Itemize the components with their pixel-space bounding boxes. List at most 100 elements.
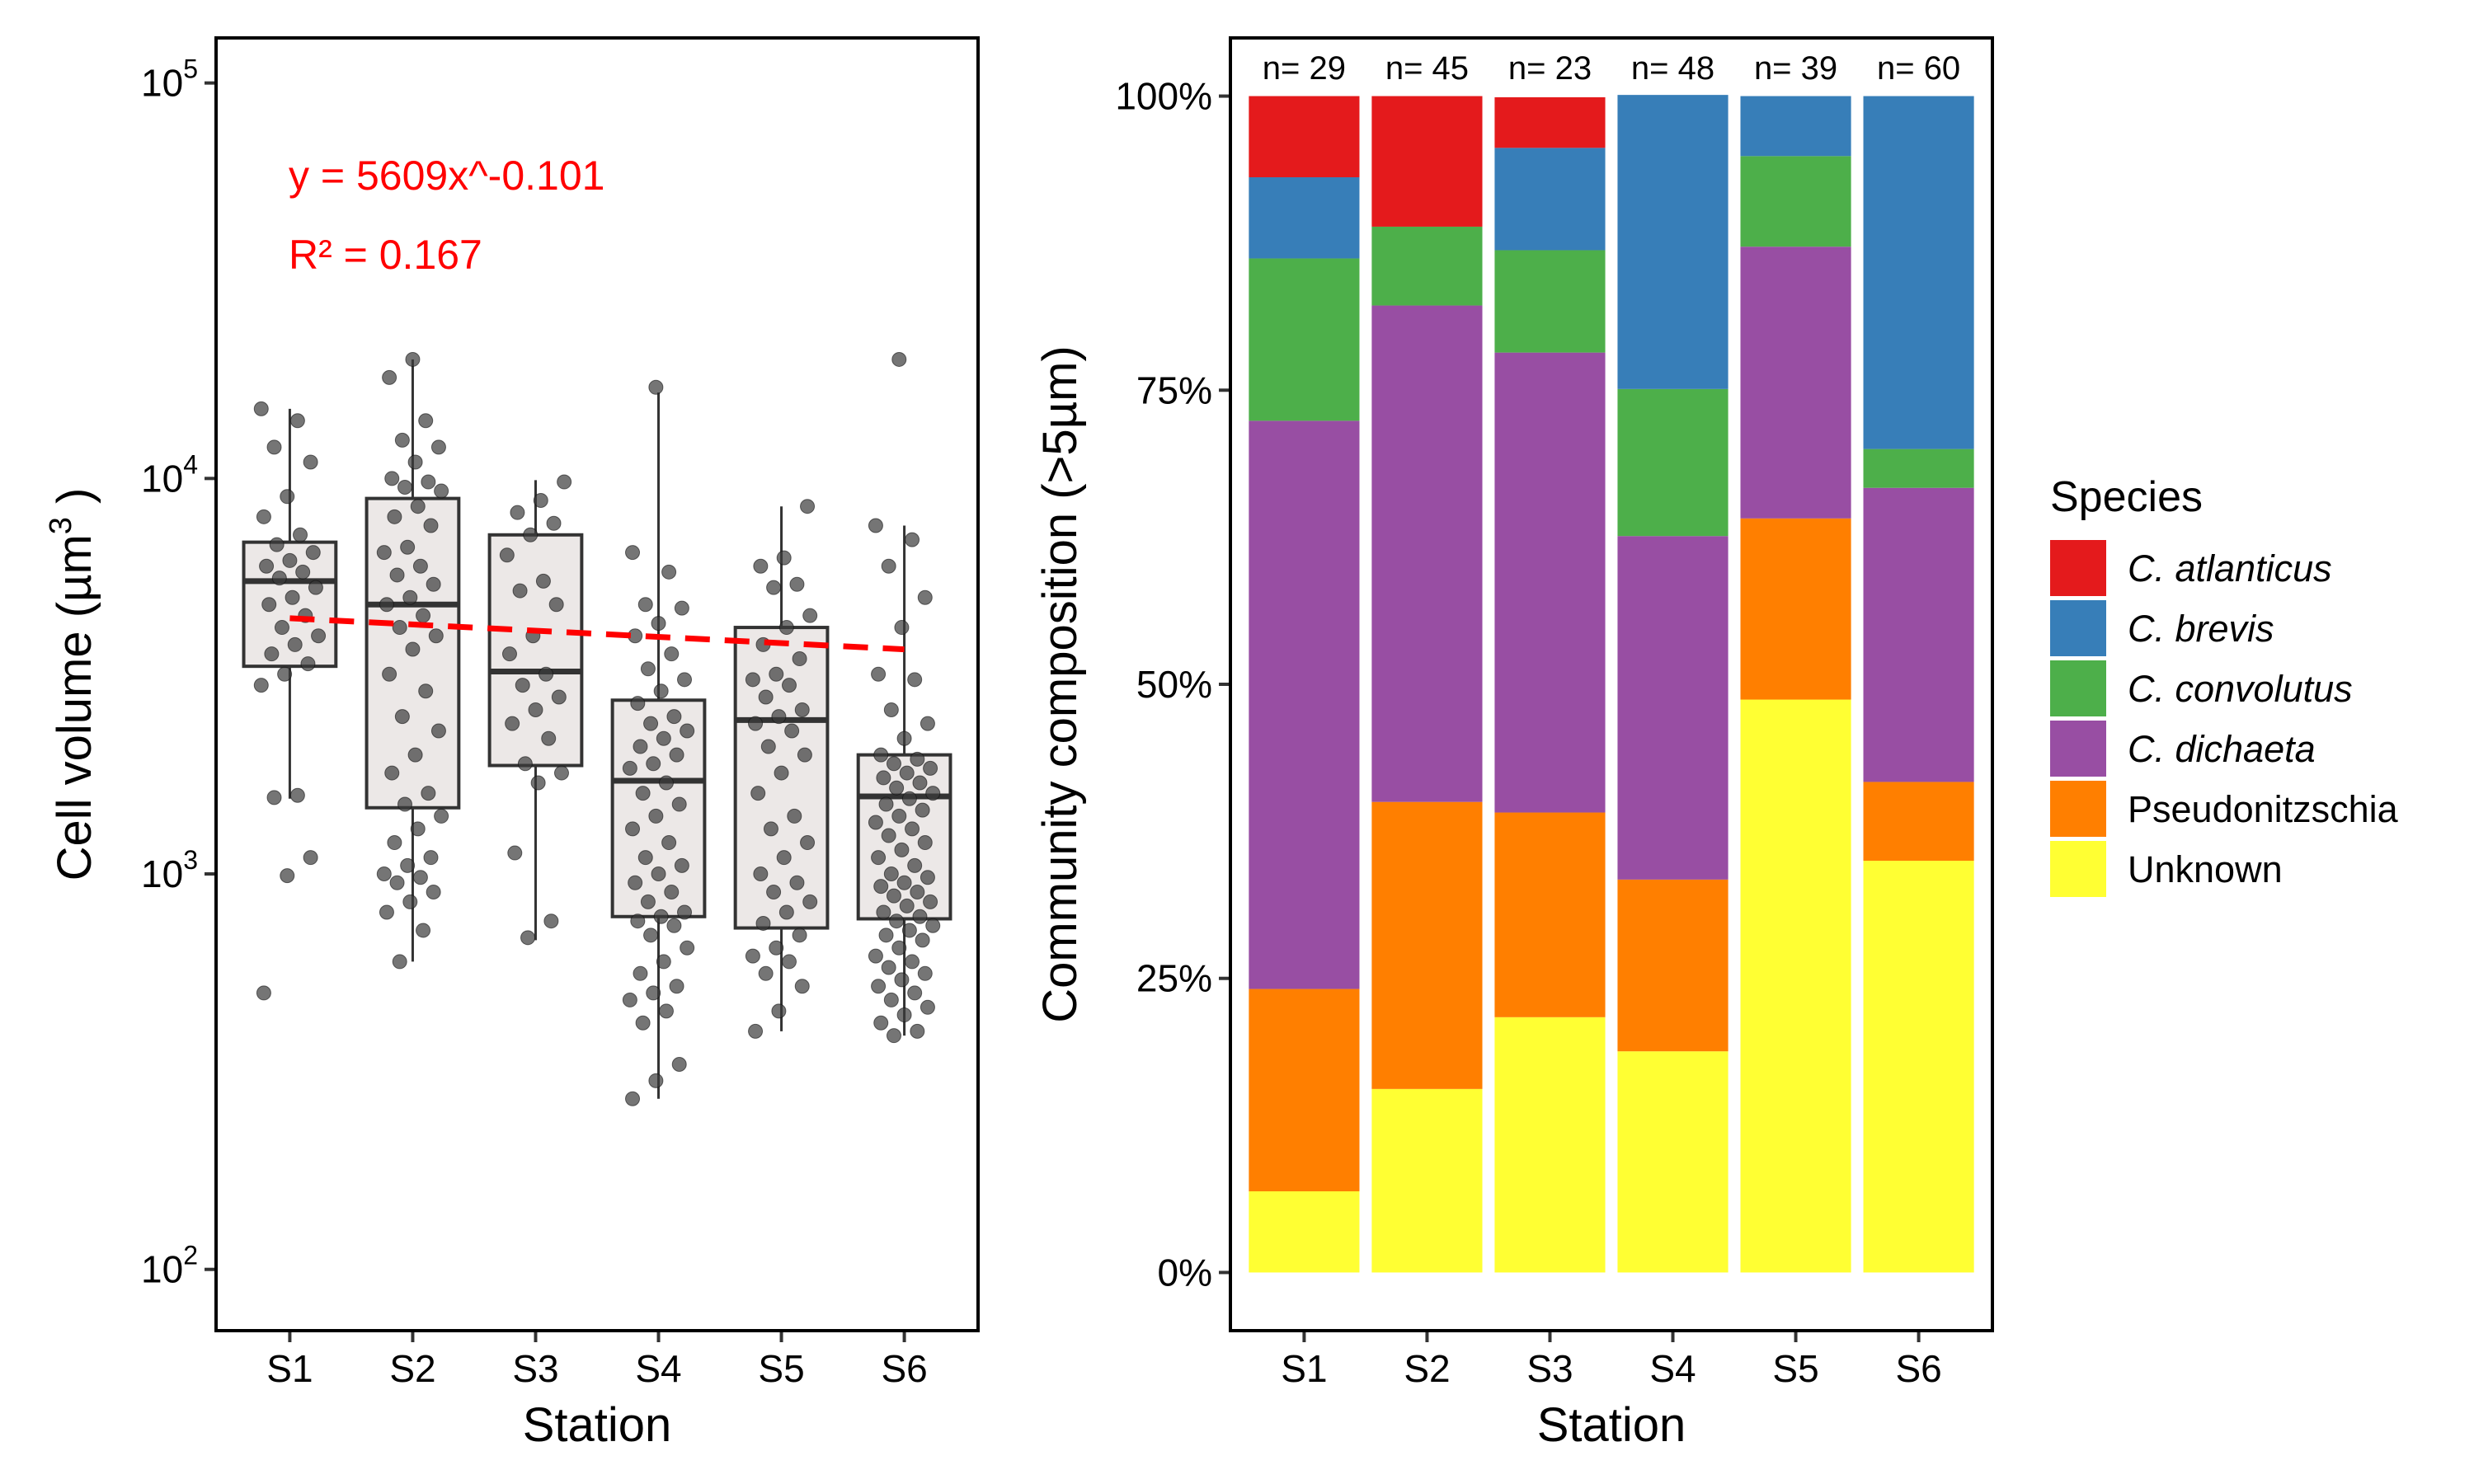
data-point [797, 747, 812, 763]
data-point [530, 775, 546, 791]
data-point [873, 1015, 889, 1031]
data-point [648, 379, 664, 395]
bar-segment [1249, 177, 1360, 259]
bar-segment [1249, 1190, 1360, 1273]
data-point [680, 940, 695, 956]
data-point [392, 620, 407, 636]
right-x-axis-title: Station [1537, 1398, 1686, 1452]
data-point [923, 894, 938, 909]
data-point [789, 875, 805, 890]
data-point [528, 702, 543, 717]
data-point [551, 689, 567, 705]
point-group [253, 351, 941, 1106]
data-point [917, 835, 933, 851]
data-point [410, 499, 426, 514]
right-y-tick-label: 100% [1115, 75, 1212, 118]
fit-line [289, 615, 905, 653]
data-point [428, 628, 444, 644]
data-point [910, 1023, 925, 1039]
data-point [646, 756, 661, 772]
left-y-tick-label: 102 [141, 1241, 198, 1291]
data-point [637, 597, 653, 613]
bar-group [1249, 95, 1974, 1273]
data-point [541, 730, 557, 746]
data-point [899, 765, 915, 781]
data-point [520, 930, 536, 946]
data-point [656, 954, 671, 970]
bar-segment [1494, 96, 1606, 148]
data-point [628, 875, 643, 890]
count-label: n= 39 [1754, 50, 1837, 87]
data-point [802, 608, 818, 623]
data-point [868, 815, 883, 830]
data-point [635, 786, 651, 801]
stacked-bar-panel: n= 29 n= 45 n= 23 n= 48 n= 39 n= 60 0% 25% 50% 7… [1033, 36, 1994, 1452]
bar-segment [1617, 879, 1729, 1052]
data-point [382, 369, 397, 385]
data-point [891, 351, 907, 367]
data-point [878, 928, 894, 943]
legend-label: C. atlanticus [2128, 547, 2332, 589]
data-point [912, 775, 928, 791]
data-point [510, 505, 525, 520]
left-tick-marks [205, 81, 906, 1342]
bar-segment [1617, 95, 1729, 389]
right-plot-frame [1229, 36, 1994, 1332]
left-y-axis-title-superscript: 3 [44, 517, 78, 534]
bar-segment [1863, 861, 1974, 1273]
bar-segment [1863, 96, 1974, 449]
bar-segment [1494, 1017, 1606, 1273]
data-point [635, 1015, 651, 1031]
data-point [501, 646, 517, 662]
data-point [680, 723, 695, 739]
left-x-tick-label: S6 [881, 1347, 927, 1390]
data-point [894, 842, 910, 857]
data-point [303, 850, 318, 866]
data-point [434, 483, 449, 499]
data-point [421, 786, 436, 801]
data-point [533, 492, 548, 508]
data-point [758, 689, 774, 705]
data-point [387, 509, 402, 524]
right-y-tick-label: 50% [1136, 663, 1212, 706]
data-point [889, 780, 905, 796]
data-point [750, 786, 766, 801]
data-point [379, 904, 394, 920]
data-point [282, 552, 298, 568]
data-point [400, 857, 416, 873]
data-point [274, 620, 289, 636]
legend-items: C. atlanticus C. brevis C. convolutus C. di… [2050, 540, 2399, 897]
data-point [426, 884, 441, 899]
data-point [305, 545, 321, 561]
data-point [423, 518, 439, 533]
data-point [753, 866, 769, 882]
data-point [557, 474, 572, 490]
data-point [781, 678, 797, 693]
data-point [643, 716, 659, 731]
data-point [553, 765, 569, 781]
data-point [748, 1023, 764, 1039]
data-point [277, 666, 293, 682]
bar-segment [1863, 782, 1974, 862]
box-S6 [856, 753, 952, 921]
data-point [412, 558, 428, 574]
data-point [640, 894, 656, 909]
bar-segment [1863, 487, 1974, 782]
data-point [674, 857, 689, 873]
count-label: n= 60 [1877, 50, 1960, 87]
data-point [891, 808, 907, 824]
data-point [776, 550, 792, 566]
data-point [923, 760, 938, 776]
bar-segment [1371, 96, 1483, 227]
data-point [394, 432, 410, 448]
data-point [434, 808, 449, 824]
bar-segment [1249, 420, 1360, 989]
data-point [883, 866, 899, 882]
data-point [917, 589, 933, 605]
data-point [776, 850, 792, 866]
legend-title: Species [2050, 473, 2203, 521]
data-point [766, 884, 782, 899]
data-point [894, 620, 910, 636]
data-point [891, 940, 907, 956]
data-point [881, 558, 896, 574]
